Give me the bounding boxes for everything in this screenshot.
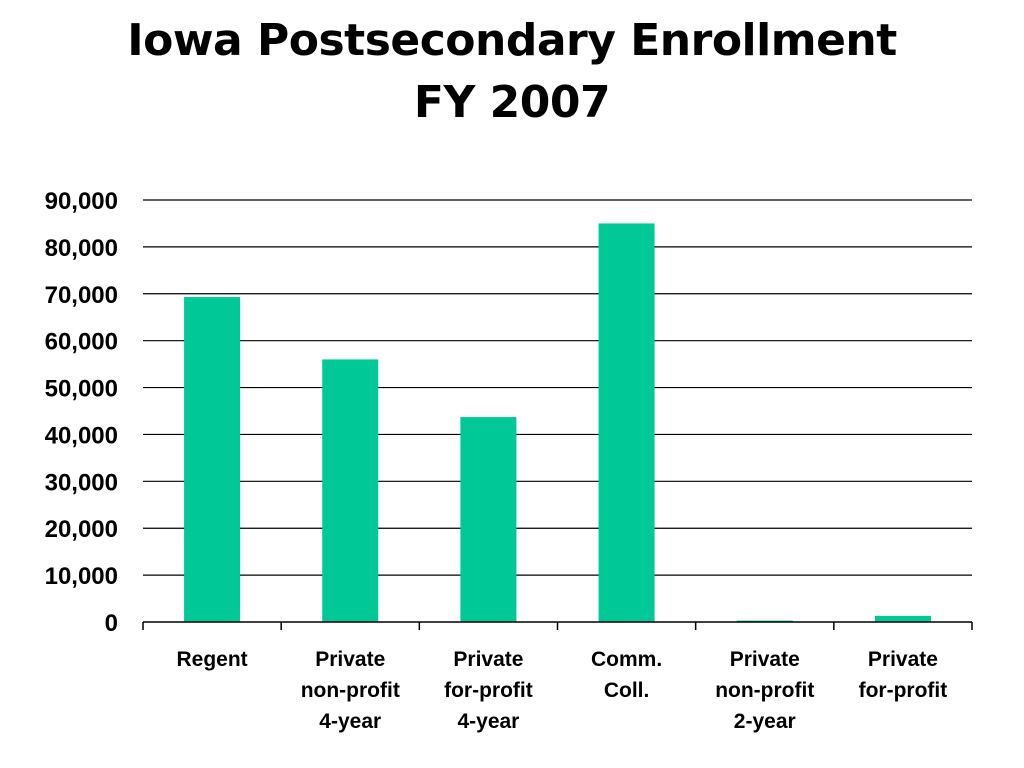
x-axis (142, 621, 973, 630)
x-tick-label: Comm. Coll. (591, 648, 662, 702)
x-tick-label-line: Private (453, 648, 523, 671)
x-tick-label-line: Private (868, 648, 938, 671)
y-tick-label: 10,000 (45, 563, 118, 590)
x-tick-label: Regent (176, 648, 247, 671)
x-axis-tick-labels: Regent Private non-profit 4-year Private for-… (176, 648, 947, 733)
x-tick-label-line: Private (730, 648, 800, 671)
x-tick-label-line: 2-year (734, 710, 796, 733)
x-tick-label-line: Coll. (604, 679, 650, 702)
bar (598, 223, 655, 622)
x-tick-label: Private for-profit (859, 648, 948, 702)
x-tick-label-line: non-profit (301, 679, 400, 702)
x-tick-label-line: 4-year (319, 710, 381, 733)
y-tick-label: 70,000 (45, 282, 118, 309)
y-axis-tick-labels: 0 10,000 20,000 30,000 40,000 50,000 60,000 70,… (45, 188, 118, 637)
bars (184, 223, 931, 622)
x-tick-label-line: for-profit (859, 679, 948, 702)
y-tick-label: 0 (105, 610, 118, 637)
x-tick-label-line: Regent (176, 648, 247, 671)
y-tick-label: 30,000 (45, 469, 118, 496)
y-tick-label: 40,000 (45, 422, 118, 449)
chart-title-line-1: Iowa Postsecondary Enrollment (127, 15, 897, 66)
chart-title-line-2: FY 2007 (413, 77, 611, 128)
x-tick-label-line: Comm. (591, 648, 662, 671)
bar (322, 359, 379, 622)
x-tick-label-line: for-profit (444, 679, 533, 702)
y-tick-label: 60,000 (45, 329, 118, 356)
bar (460, 417, 517, 622)
x-tick-label-line: non-profit (715, 679, 814, 702)
bar (184, 297, 241, 622)
x-tick-label-line: 4-year (457, 710, 519, 733)
x-tick-label: Private non-profit 4-year (301, 648, 400, 733)
y-tick-label: 80,000 (45, 235, 118, 262)
bar (874, 615, 931, 622)
y-tick-label: 50,000 (45, 376, 118, 403)
x-tick-label: Private for-profit 4-year (444, 648, 533, 733)
y-tick-label: 90,000 (45, 188, 118, 215)
x-tick-label-line: Private (315, 648, 385, 671)
y-tick-label: 20,000 (45, 516, 118, 543)
gridlines (143, 199, 972, 576)
x-tick-label: Private non-profit 2-year (715, 648, 814, 733)
